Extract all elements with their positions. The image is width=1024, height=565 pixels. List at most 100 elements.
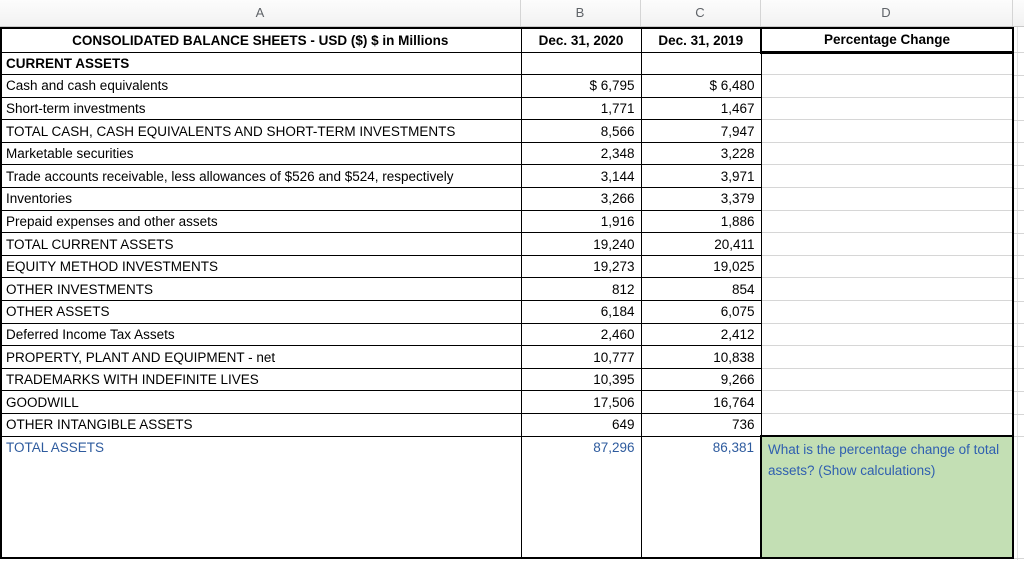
table-row: PROPERTY, PLANT AND EQUIPMENT - net 10,7… bbox=[0, 345, 1013, 369]
col-2019-header-cell[interactable]: Dec. 31, 2019 bbox=[640, 27, 762, 53]
row-label-cell[interactable]: Inventories bbox=[0, 187, 522, 211]
empty-d-cell[interactable] bbox=[760, 74, 1013, 98]
col-2020-header-cell[interactable]: Dec. 31, 2020 bbox=[520, 27, 642, 53]
empty-d-cell[interactable] bbox=[760, 300, 1013, 324]
value-2019-cell[interactable]: 3,228 bbox=[640, 141, 762, 166]
empty-d-cell[interactable] bbox=[760, 255, 1013, 279]
value-2020-cell[interactable]: 6,184 bbox=[520, 300, 642, 324]
sheet-gridline bbox=[1014, 75, 1024, 76]
table-row: Deferred Income Tax Assets 2,460 2,412 bbox=[0, 322, 1013, 347]
column-header-b[interactable]: B bbox=[575, 5, 585, 20]
value-2019-cell[interactable]: 20,411 bbox=[640, 232, 762, 256]
table-row: Short-term investments 1,771 1,467 bbox=[0, 96, 1013, 121]
value-2019-cell[interactable]: 3,379 bbox=[640, 187, 762, 211]
empty-d-cell[interactable] bbox=[760, 52, 1013, 76]
value-2020-cell[interactable] bbox=[520, 51, 642, 76]
empty-d-cell[interactable] bbox=[760, 345, 1013, 369]
row-label-cell[interactable]: TOTAL CASH, CASH EQUIVALENTS AND SHORT-T… bbox=[0, 119, 522, 143]
sheet-gridline bbox=[1014, 120, 1024, 121]
column-header-d[interactable]: D bbox=[881, 5, 891, 20]
empty-d-cell[interactable] bbox=[760, 119, 1013, 143]
row-label-cell[interactable]: GOODWILL bbox=[0, 390, 522, 414]
empty-d-cell[interactable] bbox=[760, 368, 1013, 392]
value-2019-cell[interactable]: $ 6,480 bbox=[640, 74, 762, 98]
empty-d-cell[interactable] bbox=[760, 187, 1013, 211]
row-label-cell[interactable]: Trade accounts receivable, less allowanc… bbox=[0, 164, 522, 189]
total-assets-label-cell[interactable]: TOTAL ASSETS bbox=[0, 435, 522, 559]
value-2020-cell[interactable]: 1,916 bbox=[520, 209, 642, 234]
empty-d-cell[interactable] bbox=[760, 164, 1013, 189]
empty-d-cell[interactable] bbox=[760, 390, 1013, 414]
value-2019-cell[interactable] bbox=[640, 51, 762, 76]
row-label-cell[interactable]: OTHER INTANGIBLE ASSETS bbox=[0, 413, 522, 437]
value-2019-cell[interactable]: 19,025 bbox=[640, 254, 762, 279]
value-2019-cell[interactable]: 6,075 bbox=[640, 300, 762, 324]
sheet-title-cell[interactable]: CONSOLIDATED BALANCE SHEETS - USD ($) $ … bbox=[0, 27, 522, 53]
table-row: TOTAL CASH, CASH EQUIVALENTS AND SHORT-T… bbox=[0, 119, 1013, 143]
value-2019-cell[interactable]: 16,764 bbox=[640, 390, 762, 414]
empty-d-cell[interactable] bbox=[760, 97, 1013, 121]
row-label-cell[interactable]: OTHER INVESTMENTS bbox=[0, 277, 522, 302]
column-divider bbox=[640, 0, 641, 26]
value-2020-cell[interactable]: 19,273 bbox=[520, 254, 642, 279]
value-2019-cell[interactable]: 7,947 bbox=[640, 119, 762, 143]
row-label-cell[interactable]: Cash and cash equivalents bbox=[0, 74, 522, 98]
column-header-row: A B C D bbox=[0, 0, 1024, 27]
sheet-gridline bbox=[1014, 436, 1024, 437]
table-row: EQUITY METHOD INVESTMENTS 19,273 19,025 bbox=[0, 254, 1013, 279]
row-label-cell[interactable]: EQUITY METHOD INVESTMENTS bbox=[0, 254, 522, 279]
column-divider bbox=[1012, 0, 1013, 26]
value-2020-cell[interactable]: 10,395 bbox=[520, 367, 642, 392]
row-label-cell[interactable]: Deferred Income Tax Assets bbox=[0, 322, 522, 347]
empty-d-cell[interactable] bbox=[760, 323, 1013, 347]
value-2020-cell[interactable]: 10,777 bbox=[520, 345, 642, 369]
question-cell[interactable]: What is the percentage change of total a… bbox=[760, 435, 1014, 560]
value-2019-cell[interactable]: 3,971 bbox=[640, 164, 762, 189]
percentage-change-header-cell[interactable]: Percentage Change bbox=[760, 27, 1014, 54]
table-row: Prepaid expenses and other assets 1,916 … bbox=[0, 209, 1013, 234]
table-row: OTHER ASSETS 6,184 6,075 bbox=[0, 300, 1013, 324]
value-2020-cell[interactable]: 2,460 bbox=[520, 322, 642, 347]
table-row: OTHER INTANGIBLE ASSETS 649 736 bbox=[0, 413, 1013, 437]
row-label-cell[interactable]: TRADEMARKS WITH INDEFINITE LIVES bbox=[0, 367, 522, 392]
row-label-cell[interactable]: Prepaid expenses and other assets bbox=[0, 209, 522, 234]
sheet-gridline bbox=[1014, 558, 1024, 559]
row-label-cell[interactable]: Short-term investments bbox=[0, 96, 522, 121]
empty-d-cell[interactable] bbox=[760, 142, 1013, 166]
row-label-cell[interactable]: CURRENT ASSETS bbox=[0, 51, 522, 76]
value-2019-cell[interactable]: 1,886 bbox=[640, 209, 762, 234]
value-2020-cell[interactable]: 19,240 bbox=[520, 232, 642, 256]
total-assets-2020-cell[interactable]: 87,296 bbox=[520, 435, 642, 559]
sheet-gridline bbox=[1014, 210, 1024, 211]
value-2019-cell[interactable]: 10,838 bbox=[640, 345, 762, 369]
column-header-a[interactable]: A bbox=[255, 5, 265, 20]
empty-d-cell[interactable] bbox=[760, 210, 1013, 234]
value-2020-cell[interactable]: $ 6,795 bbox=[520, 74, 642, 98]
column-header-c[interactable]: C bbox=[695, 5, 705, 20]
value-2019-cell[interactable]: 9,266 bbox=[640, 367, 762, 392]
value-2020-cell[interactable]: 812 bbox=[520, 277, 642, 302]
table-row: GOODWILL 17,506 16,764 bbox=[0, 390, 1013, 414]
table-row: Inventories 3,266 3,379 bbox=[0, 187, 1013, 211]
value-2019-cell[interactable]: 736 bbox=[640, 413, 762, 437]
row-label-cell[interactable]: OTHER ASSETS bbox=[0, 300, 522, 324]
value-2020-cell[interactable]: 2,348 bbox=[520, 141, 642, 166]
value-2020-cell[interactable]: 8,566 bbox=[520, 119, 642, 143]
row-label-cell[interactable]: TOTAL CURRENT ASSETS bbox=[0, 232, 522, 256]
empty-d-cell[interactable] bbox=[760, 413, 1013, 437]
value-2020-cell[interactable]: 3,144 bbox=[520, 164, 642, 189]
empty-d-cell[interactable] bbox=[760, 232, 1013, 256]
empty-d-cell[interactable] bbox=[760, 277, 1013, 302]
value-2019-cell[interactable]: 1,467 bbox=[640, 96, 762, 121]
sheet-gridline bbox=[1014, 142, 1024, 143]
value-2020-cell[interactable]: 649 bbox=[520, 413, 642, 437]
value-2019-cell[interactable]: 854 bbox=[640, 277, 762, 302]
value-2020-cell[interactable]: 17,506 bbox=[520, 390, 642, 414]
value-2020-cell[interactable]: 3,266 bbox=[520, 187, 642, 211]
value-2020-cell[interactable]: 1,771 bbox=[520, 96, 642, 121]
total-assets-2019-cell[interactable]: 86,381 bbox=[640, 435, 762, 559]
sheet-gridline-vertical bbox=[1017, 27, 1018, 560]
row-label-cell[interactable]: PROPERTY, PLANT AND EQUIPMENT - net bbox=[0, 345, 522, 369]
value-2019-cell[interactable]: 2,412 bbox=[640, 322, 762, 347]
row-label-cell[interactable]: Marketable securities bbox=[0, 141, 522, 166]
